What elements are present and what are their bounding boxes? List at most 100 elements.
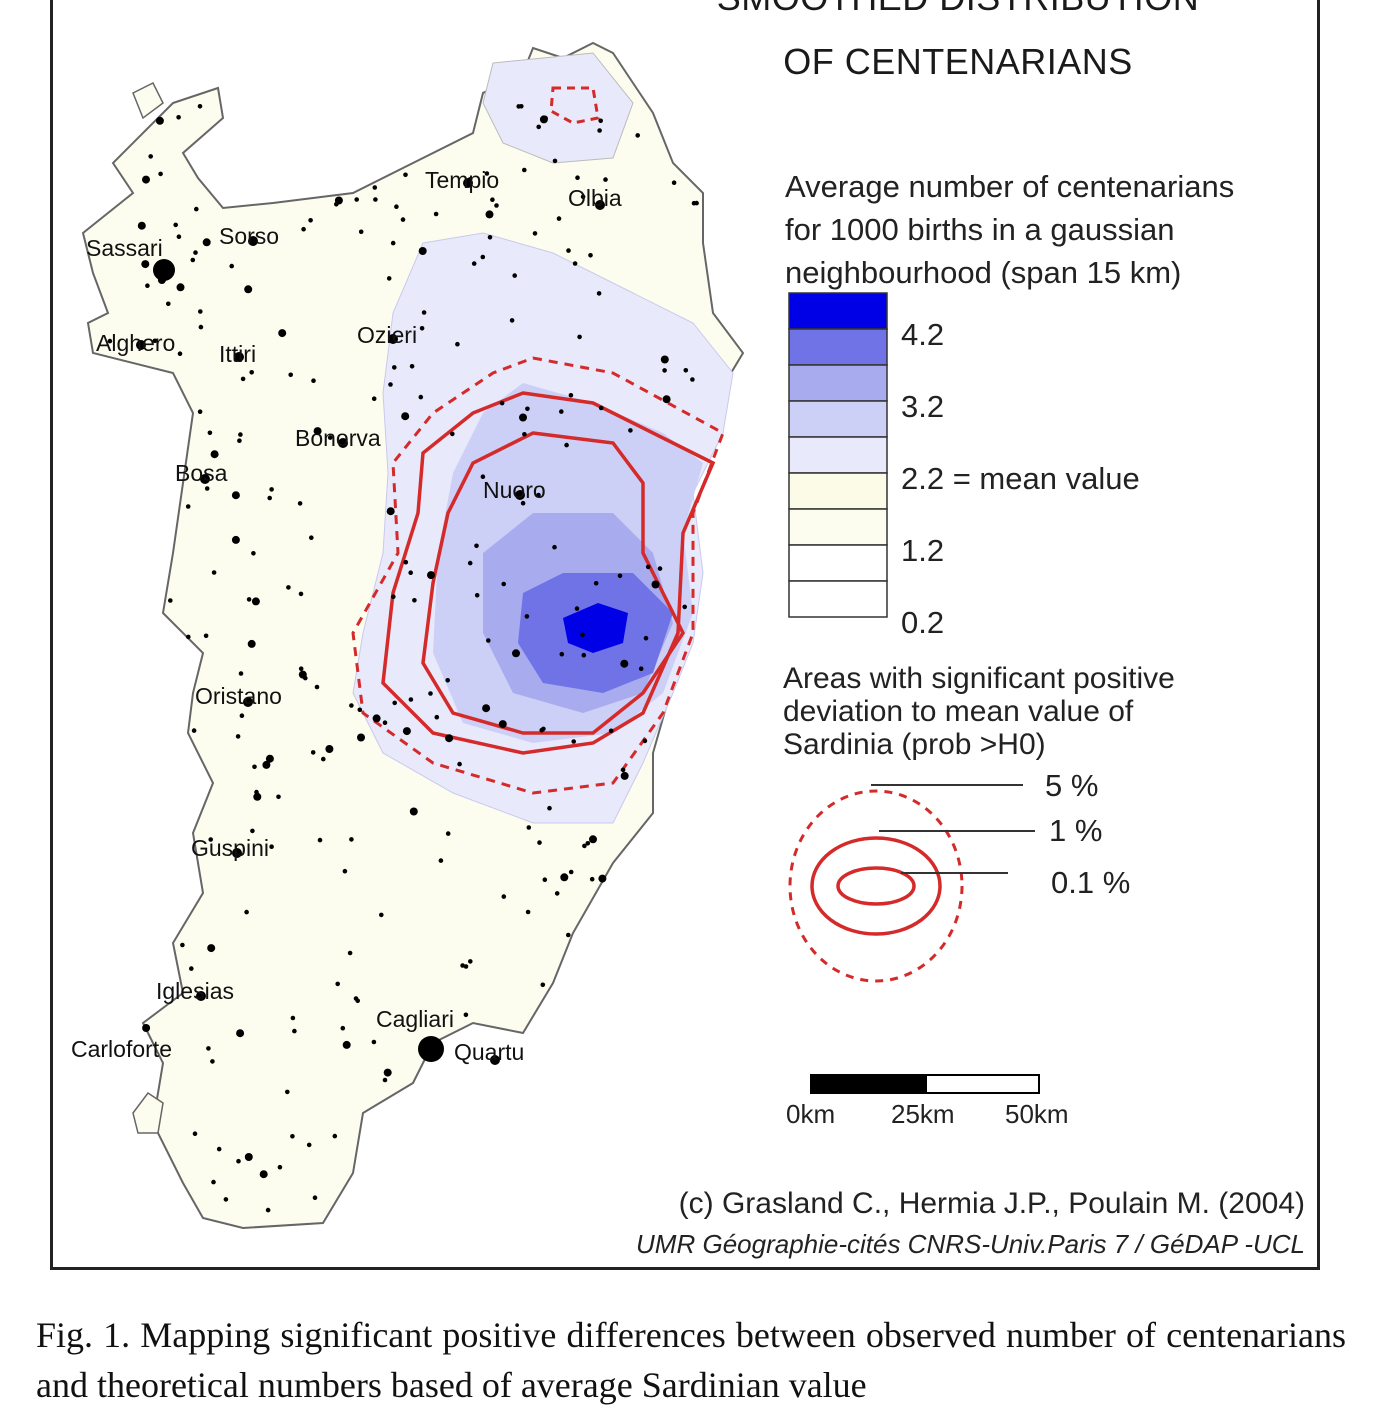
settlement-dot bbox=[247, 639, 256, 648]
settlement-dot bbox=[400, 217, 406, 222]
settlement-dot bbox=[457, 761, 462, 767]
settlement-dot bbox=[168, 598, 173, 603]
settlement-dot bbox=[580, 632, 585, 638]
settlement-dot bbox=[251, 597, 260, 606]
settlement-dot bbox=[412, 598, 417, 603]
settlement-dot bbox=[408, 697, 414, 702]
settlement-dot bbox=[372, 185, 378, 190]
city-dot bbox=[136, 340, 146, 350]
settlement-dot bbox=[142, 1024, 151, 1032]
city-label-sorso: Sorso bbox=[219, 223, 280, 249]
settlement-dot bbox=[552, 544, 557, 550]
settlement-dot bbox=[177, 351, 183, 357]
settlement-dot bbox=[237, 438, 242, 444]
settlement-dot bbox=[566, 932, 571, 938]
settlement-dot bbox=[690, 377, 695, 382]
settlement-dot bbox=[382, 1077, 388, 1083]
settlement-dot bbox=[434, 714, 440, 720]
settlement-dot bbox=[525, 406, 530, 412]
settlement-dot bbox=[203, 633, 209, 639]
settlement-dot bbox=[445, 831, 451, 836]
city-label-guspini: Guspini bbox=[191, 835, 269, 861]
settlement-dot bbox=[312, 1195, 318, 1200]
settlement-dot bbox=[252, 764, 257, 770]
settlement-dot bbox=[540, 982, 546, 988]
settlement-dot bbox=[486, 638, 491, 643]
settlement-dot bbox=[211, 1179, 216, 1185]
settlement-dot bbox=[176, 234, 182, 239]
legend-class-3 bbox=[788, 400, 888, 438]
settlement-dot bbox=[325, 745, 334, 753]
city-label-olbia: Olbia bbox=[568, 185, 622, 211]
settlement-dot bbox=[482, 704, 491, 713]
settlement-dot bbox=[651, 580, 660, 589]
settlement-dot bbox=[176, 283, 185, 292]
settlement-dot bbox=[516, 104, 521, 109]
legend-class-8 bbox=[788, 580, 888, 618]
settlement-dot bbox=[347, 950, 353, 956]
city-label-sassari: Sassari bbox=[86, 235, 163, 261]
settlement-dot bbox=[487, 235, 493, 240]
settlement-dot bbox=[311, 378, 316, 384]
settlement-dot bbox=[340, 1025, 346, 1031]
settlement-dot bbox=[198, 324, 204, 330]
settlement-dot bbox=[620, 771, 629, 780]
settlement-dot bbox=[292, 1028, 297, 1034]
settlement-dot bbox=[309, 535, 314, 540]
settlement-dot bbox=[552, 158, 558, 164]
legend-ellipse-0_1pct bbox=[836, 866, 916, 906]
settlement-dot bbox=[620, 767, 626, 773]
settlement-dot bbox=[645, 564, 651, 570]
city-label-ittiri: Ittiri bbox=[219, 341, 257, 367]
settlement-dot bbox=[235, 734, 241, 739]
legend-class-4 bbox=[788, 436, 888, 474]
settlement-dot bbox=[308, 218, 313, 223]
settlement-dot bbox=[152, 338, 158, 344]
settlement-dot bbox=[269, 487, 274, 492]
settlement-dot bbox=[206, 1046, 211, 1051]
city-label-bonorva: Bonorva bbox=[295, 425, 381, 451]
legend-heading-3: neighbourhood (span 15 km) bbox=[785, 255, 1182, 290]
scale-label-0km: 0km bbox=[786, 1099, 836, 1129]
credit-institution: UMR Géographie-cités CNRS-Univ.Paris 7 /… bbox=[636, 1229, 1305, 1259]
city-dot bbox=[463, 178, 473, 188]
settlement-dot bbox=[335, 981, 341, 987]
settlement-dot bbox=[288, 372, 293, 378]
scale-bar-white bbox=[925, 1074, 1040, 1094]
legend-class-0 bbox=[788, 292, 888, 330]
settlement-dot bbox=[589, 876, 595, 882]
settlement-dot bbox=[593, 581, 599, 586]
settlement-dot bbox=[485, 210, 494, 219]
legend-class-5 bbox=[788, 472, 888, 510]
city-dot bbox=[515, 490, 525, 500]
settlement-dot bbox=[554, 891, 560, 896]
city-dot bbox=[153, 259, 175, 281]
settlement-dot bbox=[210, 450, 219, 459]
map-frame: SMOOTHED DISTRIBUTION OF CENTENARIANS Av… bbox=[50, 0, 1320, 1270]
settlement-dot bbox=[269, 844, 274, 849]
settlement-dot bbox=[166, 301, 171, 307]
settlement-dot bbox=[253, 792, 262, 801]
settlement-dot bbox=[598, 118, 603, 124]
settlement-dot bbox=[386, 507, 395, 516]
city-label-bosa: Bosa bbox=[175, 460, 228, 486]
settlement-dot bbox=[559, 651, 565, 657]
settlement-dot bbox=[428, 691, 433, 696]
settlement-dot bbox=[560, 873, 569, 882]
settlement-dot bbox=[244, 909, 249, 915]
settlement-dot bbox=[536, 492, 541, 498]
settlement-dot bbox=[176, 115, 181, 120]
settlement-dot bbox=[480, 254, 486, 260]
settlement-dot bbox=[250, 828, 255, 834]
settlement-dot bbox=[460, 963, 465, 968]
settlement-dot bbox=[314, 684, 320, 690]
sardinia-map bbox=[81, 41, 1040, 1230]
settlement-dot bbox=[512, 273, 517, 278]
settlement-dot bbox=[542, 877, 548, 882]
legend-heading-1: Average number of centenarians bbox=[785, 169, 1235, 204]
settlement-dot bbox=[597, 128, 602, 133]
settlement-dot bbox=[671, 180, 677, 185]
settlement-dot bbox=[394, 204, 399, 209]
scale-bar-black bbox=[810, 1074, 927, 1094]
settlement-dot bbox=[173, 222, 178, 228]
